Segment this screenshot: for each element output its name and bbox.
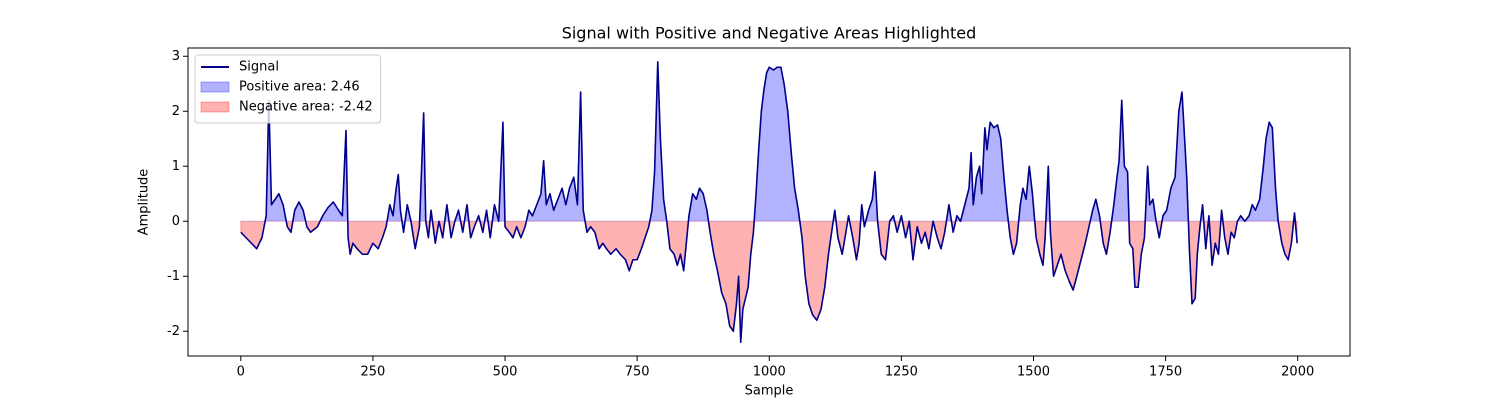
x-tick-label: 0: [237, 365, 245, 380]
signal-line: [240, 60, 1298, 344]
legend-label: Negative area: -2.42: [239, 100, 373, 115]
legend-label: Signal: [239, 60, 279, 75]
plot-frame: [187, 47, 1351, 357]
y-tick-label: -2: [167, 324, 180, 339]
y-tick-label: 3: [172, 49, 180, 64]
y-tick-label: 0: [172, 214, 180, 229]
x-tick-label: 1750: [1149, 365, 1182, 380]
x-tick-label: 250: [361, 365, 386, 380]
y-tick-label: 2: [172, 104, 180, 119]
x-tick-label: 500: [493, 365, 518, 380]
x-axis-label: Sample: [745, 384, 794, 399]
x-tick-label: 2000: [1281, 365, 1314, 380]
legend-box: [194, 54, 382, 124]
legend-label: Positive area: 2.46: [239, 80, 360, 95]
x-tick-label: 1250: [885, 365, 918, 380]
chart-title: Signal with Positive and Negative Areas …: [562, 24, 977, 43]
x-tick-label: 750: [625, 365, 650, 380]
legend-swatch: [200, 81, 230, 93]
x-tick-label: 1000: [753, 365, 786, 380]
legend-swatch: [200, 101, 230, 113]
y-tick-label: 1: [172, 159, 180, 174]
y-tick-label: -1: [167, 269, 180, 284]
legend: Signal Positive area: 2.46 Negative area: …: [194, 54, 382, 124]
y-axis-label: Amplitude: [137, 169, 152, 236]
x-tick-label: 1500: [1017, 365, 1050, 380]
